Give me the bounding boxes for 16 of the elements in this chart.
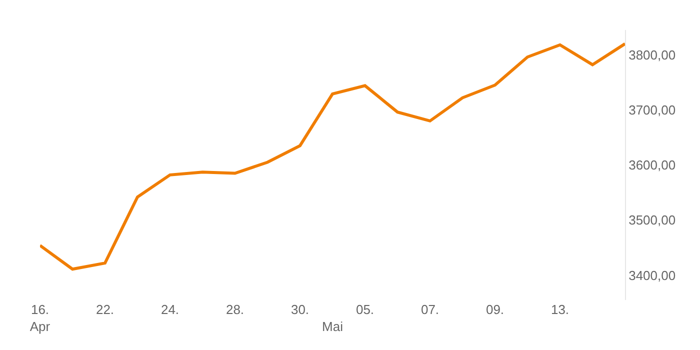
y-tick-label: 3700,00	[628, 102, 676, 118]
y-tick-label: 3800,00	[628, 47, 676, 62]
x-tick-label: 28.	[226, 302, 244, 317]
x-tick-label: 24.	[160, 302, 180, 317]
x-tick-label: 30.	[290, 302, 310, 317]
y-tick-label: 3400,00	[628, 268, 676, 283]
y-tick-label: 3600,00	[628, 158, 676, 173]
line-series	[40, 42, 625, 271]
x-tick-label: 16. Apr	[30, 302, 51, 334]
x-tick-label: 13.	[550, 302, 570, 317]
x-tick-label: 07.	[420, 302, 440, 317]
y-tick-label: 3500,00	[628, 212, 676, 228]
x-tick-label: 22.	[96, 302, 114, 317]
x-tick-label: Mai	[322, 318, 344, 334]
x-tick-label: 09.	[486, 302, 504, 317]
x-tick-label: 05.	[356, 302, 374, 317]
